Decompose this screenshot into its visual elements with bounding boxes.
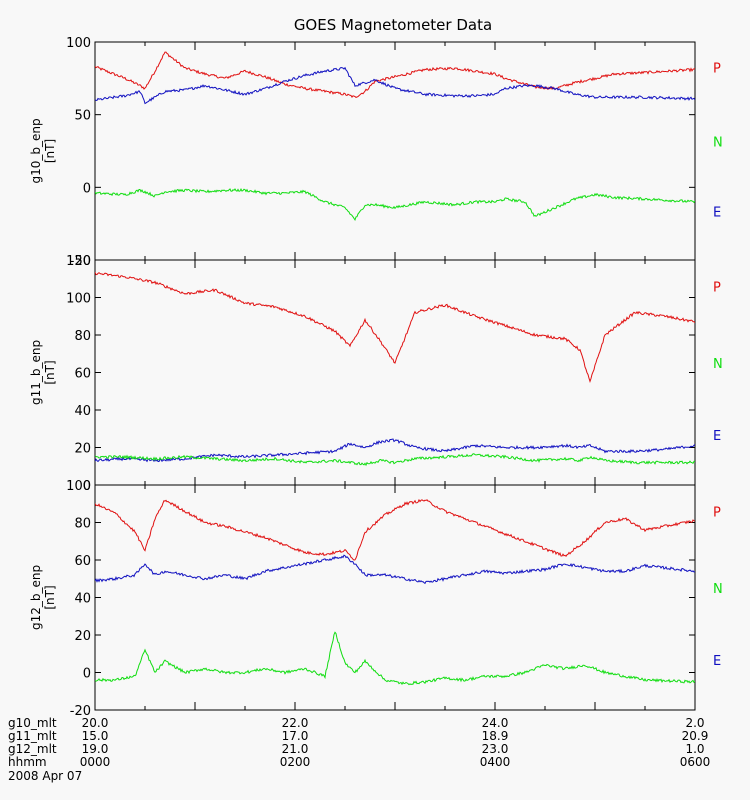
component-label-E: E <box>713 654 721 669</box>
series-N-line <box>95 188 695 222</box>
x-row-value: 2.0 <box>685 716 704 730</box>
y-axis-label: g10_b_enp <box>29 118 43 183</box>
x-row-value: 21.0 <box>282 742 309 756</box>
y-tick-label: 100 <box>66 479 91 494</box>
x-row-value: 0200 <box>280 755 311 769</box>
component-label-P: P <box>713 506 721 521</box>
y-tick-label: 0 <box>83 667 91 682</box>
y-axis-label: g12_b_enp <box>29 565 43 630</box>
y-tick-label: -50 <box>70 254 91 269</box>
y-tick-label: 20 <box>74 629 91 644</box>
y-tick-label: 0 <box>83 479 91 494</box>
y-tick-label: 100 <box>66 292 91 307</box>
component-label-N: N <box>713 582 723 597</box>
x-row-label: g10_mlt <box>8 716 57 730</box>
panel-1: 100 50 0 -50 g10_b_enp [nT] P N E <box>29 36 723 269</box>
x-row-value: 0600 <box>680 755 711 769</box>
component-label-E: E <box>713 205 721 220</box>
y-axis-unit: [nT] <box>43 139 57 163</box>
x-row-value: 22.0 <box>282 716 309 730</box>
x-row-value: 15.0 <box>82 729 109 743</box>
panel-3: 100 80 60 40 20 0 -20 g12_b_enp [nT] P N E <box>29 479 723 719</box>
x-row-label: g12_mlt <box>8 742 57 756</box>
x-row-label: hhmm <box>8 755 47 769</box>
y-tick-label: 60 <box>74 554 91 569</box>
series-P-line <box>95 272 695 384</box>
y-tick-label: 100 <box>66 36 91 51</box>
series-N-line <box>95 453 695 467</box>
component-label-P: P <box>713 62 721 77</box>
x-row-label: g11_mlt <box>8 729 57 743</box>
series-P-line <box>95 51 695 98</box>
y-tick-label: 120 <box>66 254 91 269</box>
y-tick-label: 0 <box>83 181 91 196</box>
y-tick-label: 80 <box>74 517 91 532</box>
y-axis-unit: [nT] <box>43 360 57 384</box>
series-E-line <box>95 554 695 585</box>
series-N-line <box>95 631 695 686</box>
component-label-P: P <box>713 281 721 296</box>
x-row-value: 0400 <box>480 755 511 769</box>
y-tick-label: 80 <box>74 329 91 344</box>
x-row-value: 1.0 <box>685 742 704 756</box>
series-E-line <box>95 438 695 463</box>
x-row-value: 20.9 <box>682 729 709 743</box>
component-label-N: N <box>713 357 723 372</box>
x-row-value: 23.0 <box>482 742 509 756</box>
y-tick-label: 40 <box>74 404 91 419</box>
y-tick-label: 40 <box>74 592 91 607</box>
date-label: 2008 Apr 07 <box>8 769 82 783</box>
x-row-value: 24.0 <box>482 716 509 730</box>
x-row-value: 17.0 <box>282 729 309 743</box>
x-row-value: 18.9 <box>482 729 509 743</box>
series-P-line <box>95 498 695 561</box>
y-tick-label: 50 <box>74 109 91 124</box>
panel-2: 120 100 80 60 40 20 0 g11_b_enp [nT] P N E <box>29 254 723 494</box>
y-tick-label: 20 <box>74 442 91 457</box>
series-E-line <box>95 66 695 105</box>
y-axis-unit: [nT] <box>43 585 57 609</box>
x-row-value: 0000 <box>80 755 111 769</box>
chart-title: GOES Magnetometer Data <box>294 16 492 34</box>
panel-frame <box>94 484 696 711</box>
x-axis-rows: g10_mlt 20.0 22.0 24.0 2.0 g11_mlt 15.0 17.0 18.… <box>8 716 710 769</box>
y-tick-label: -20 <box>70 704 91 719</box>
y-axis-label: g11_b_enp <box>29 340 43 405</box>
component-label-N: N <box>713 136 723 151</box>
x-row-value: 20.0 <box>82 716 109 730</box>
x-row-value: 19.0 <box>82 742 109 756</box>
panel-frame <box>94 41 696 261</box>
component-label-E: E <box>713 429 721 444</box>
y-tick-label: 60 <box>74 367 91 382</box>
